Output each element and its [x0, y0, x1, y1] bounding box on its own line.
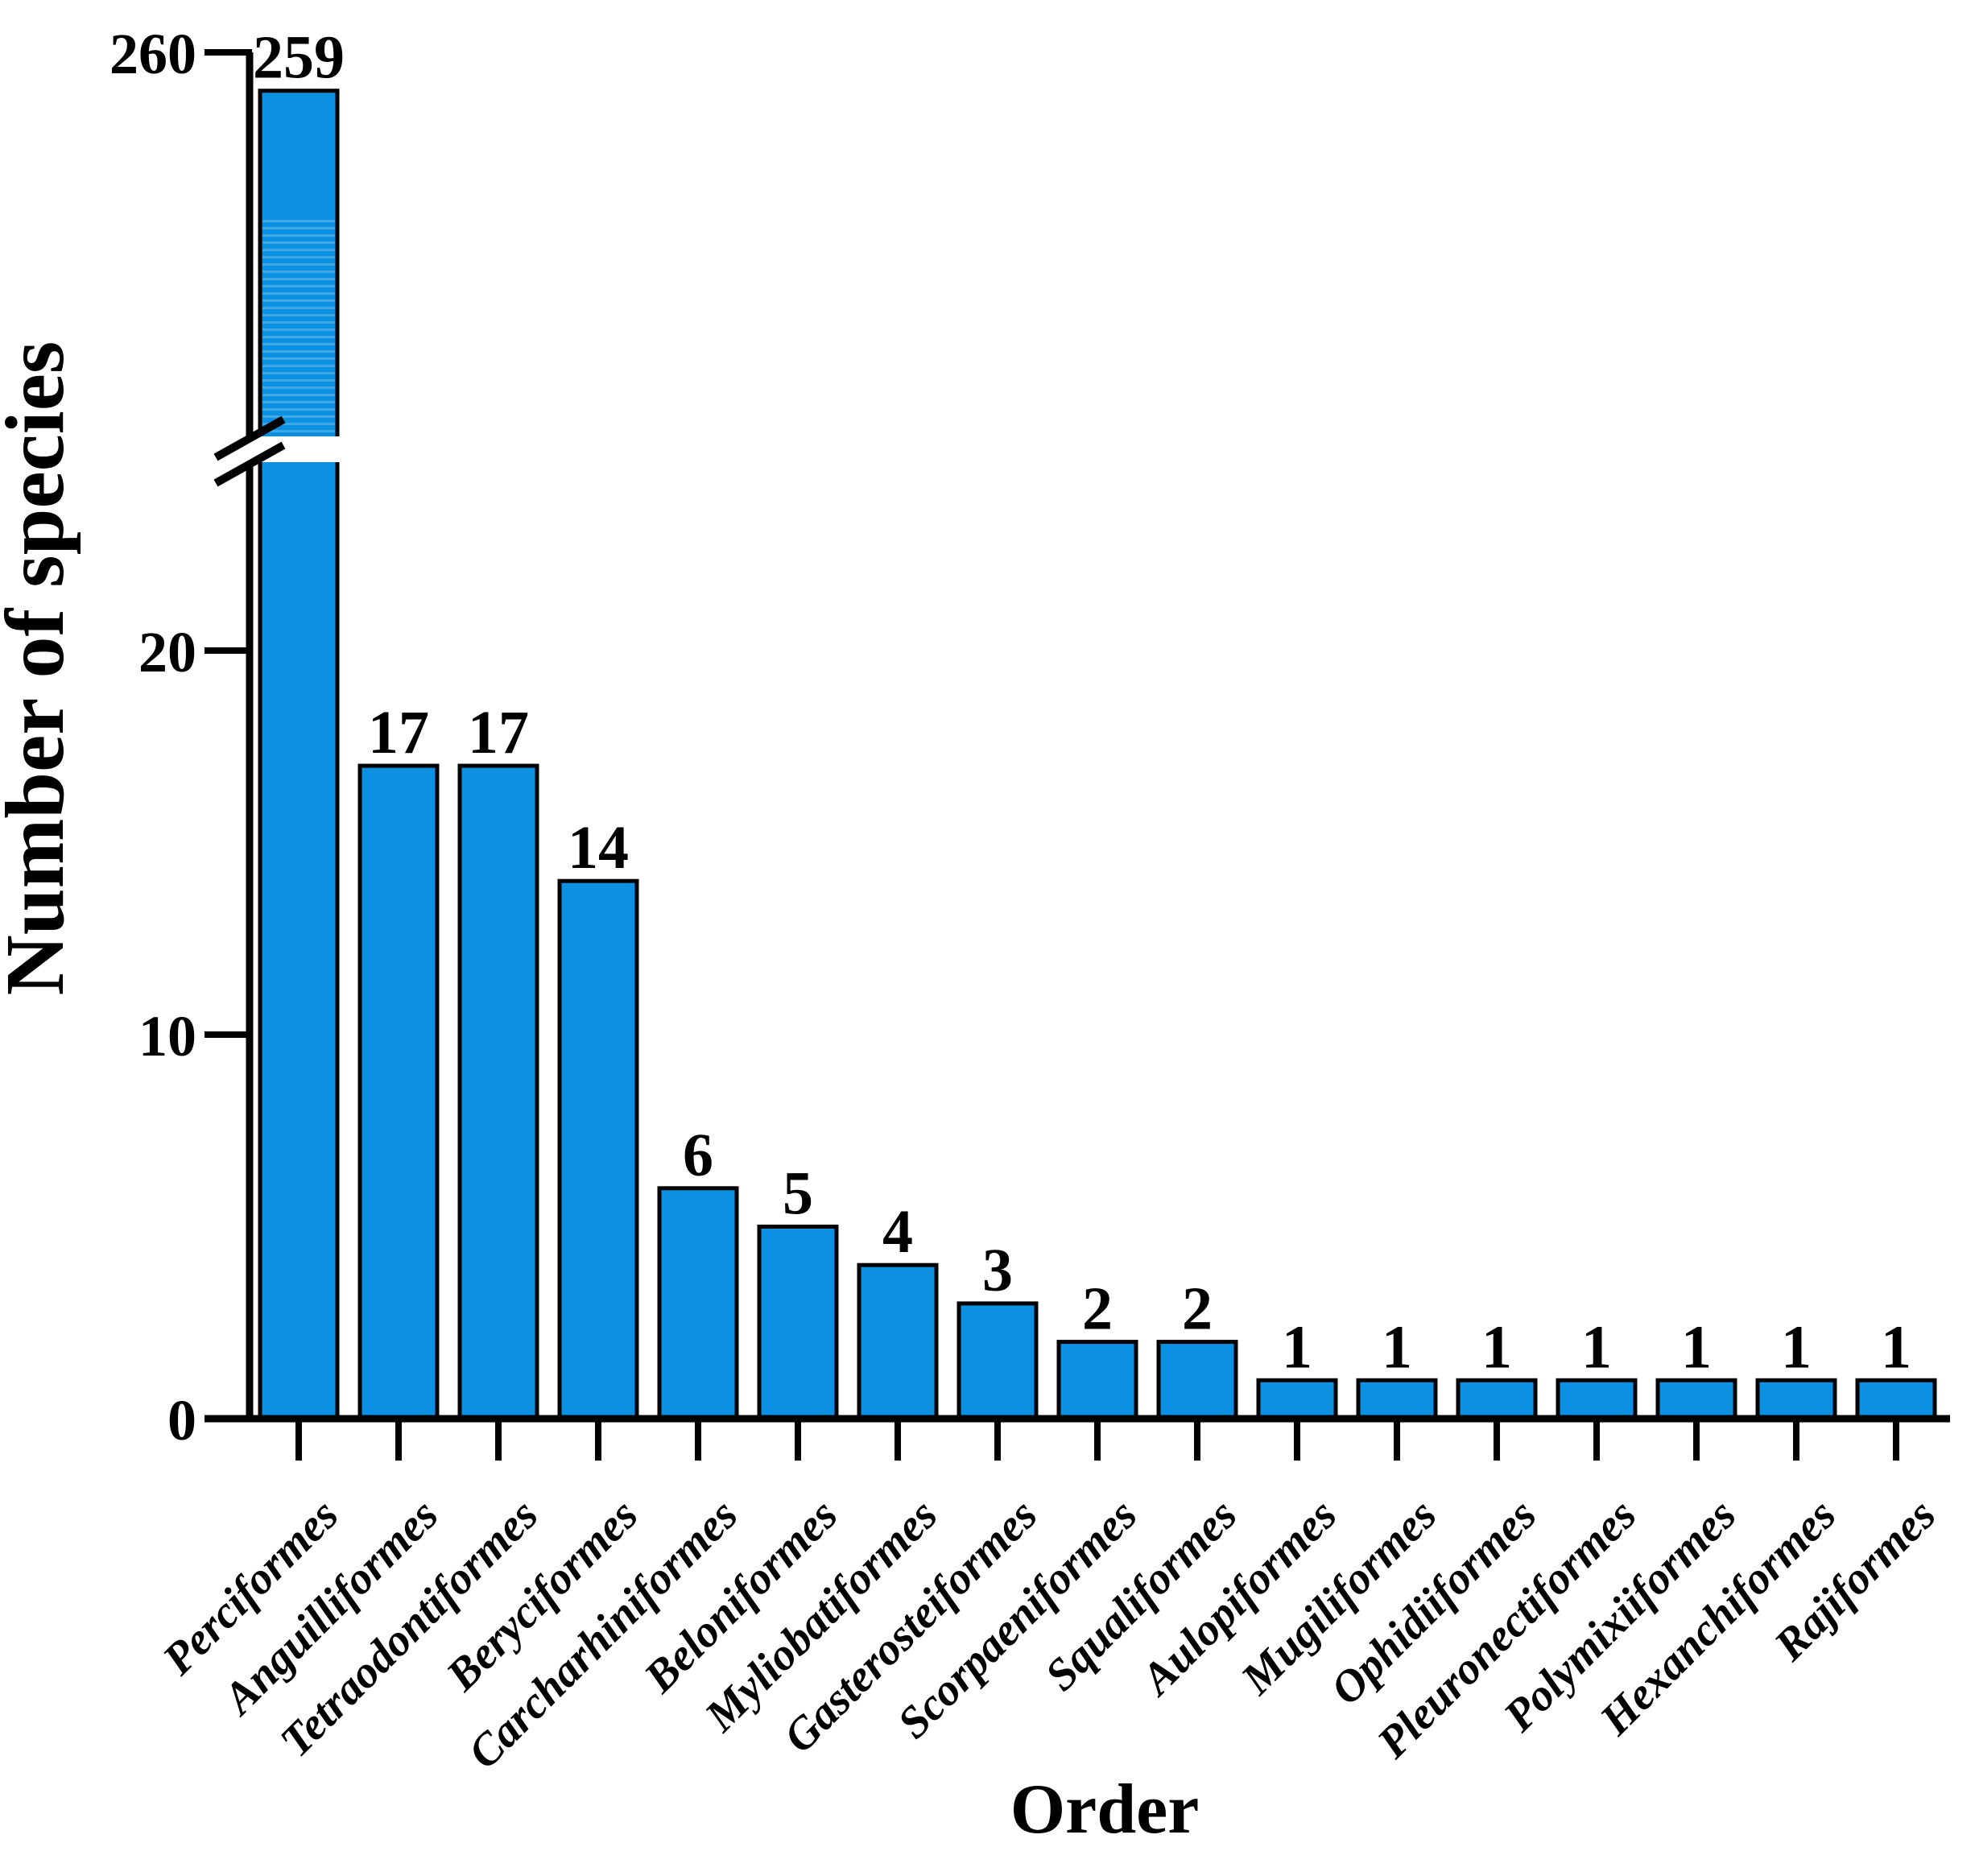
- bar-squaliformes: [1156, 1340, 1238, 1421]
- bar-value-label: 17: [468, 699, 529, 767]
- category-labels-group: PerciformesAnguilliformesTetraodontiform…: [153, 1490, 1945, 1779]
- bar-value-label: 14: [568, 814, 629, 882]
- axes-group: 0 10 20 260: [109, 22, 1950, 1461]
- bar-tetraodontiformes: [457, 763, 539, 1421]
- bar-carcharhiniformes: [657, 1186, 739, 1421]
- bar-myliobatiformes: [857, 1262, 939, 1421]
- bar-polymixiiformes: [1655, 1378, 1737, 1421]
- bar-value-label: 1: [1282, 1313, 1312, 1381]
- bar-aulopiformes: [1256, 1378, 1338, 1421]
- axis-break-slash-upper: [213, 415, 286, 461]
- bar-value-label: 1: [1681, 1313, 1712, 1381]
- y-axis-title: Number of species: [0, 341, 81, 996]
- bar-stripe-overlay: [262, 219, 335, 435]
- bar-value-label: 1: [1881, 1313, 1911, 1381]
- bar-value-label: 1: [1382, 1313, 1412, 1381]
- bar-ophidiiformes: [1456, 1378, 1538, 1421]
- bar-value-label: 1: [1781, 1313, 1812, 1381]
- bar-value-label: 1: [1581, 1313, 1612, 1381]
- bar-value-label: 17: [368, 699, 429, 767]
- bar-value-label: 6: [683, 1122, 713, 1189]
- y-tick-label: 0: [167, 1388, 196, 1452]
- bar-value-label: 259: [253, 24, 345, 92]
- bar-rajiformes: [1855, 1378, 1937, 1421]
- bar-beloniformes: [757, 1225, 839, 1421]
- axis-break-group: [182, 415, 356, 487]
- bar-hexanchiformes: [1755, 1378, 1837, 1421]
- bar-value-label: 5: [783, 1160, 813, 1228]
- bar-mugiliformes: [1356, 1378, 1438, 1421]
- bar-scorpaeniformes: [1056, 1340, 1138, 1421]
- bars-group: 259 17 17 14 6 5 4 3 2 2 1 1 1 1 1 1 1: [253, 24, 1937, 1421]
- bar-value-label: 1: [1481, 1313, 1512, 1381]
- axis-break-slash-lower: [213, 441, 286, 487]
- bar-value-label: 2: [1182, 1275, 1213, 1343]
- bar-beryciformes: [557, 878, 639, 1421]
- x-axis-title: Order: [1010, 1771, 1200, 1849]
- bar-gasterosteiformes: [957, 1301, 1039, 1421]
- y-tick-label: 10: [138, 1004, 196, 1068]
- bar-value-label: 2: [1082, 1275, 1113, 1343]
- bar-anguilliformes: [357, 763, 440, 1421]
- bar-pleuronectiformes: [1556, 1378, 1638, 1421]
- bar-value-label: 4: [882, 1198, 913, 1266]
- y-tick-label: 20: [138, 620, 196, 684]
- y-tick-label: 260: [109, 22, 196, 86]
- bar-value-label: 3: [982, 1237, 1013, 1304]
